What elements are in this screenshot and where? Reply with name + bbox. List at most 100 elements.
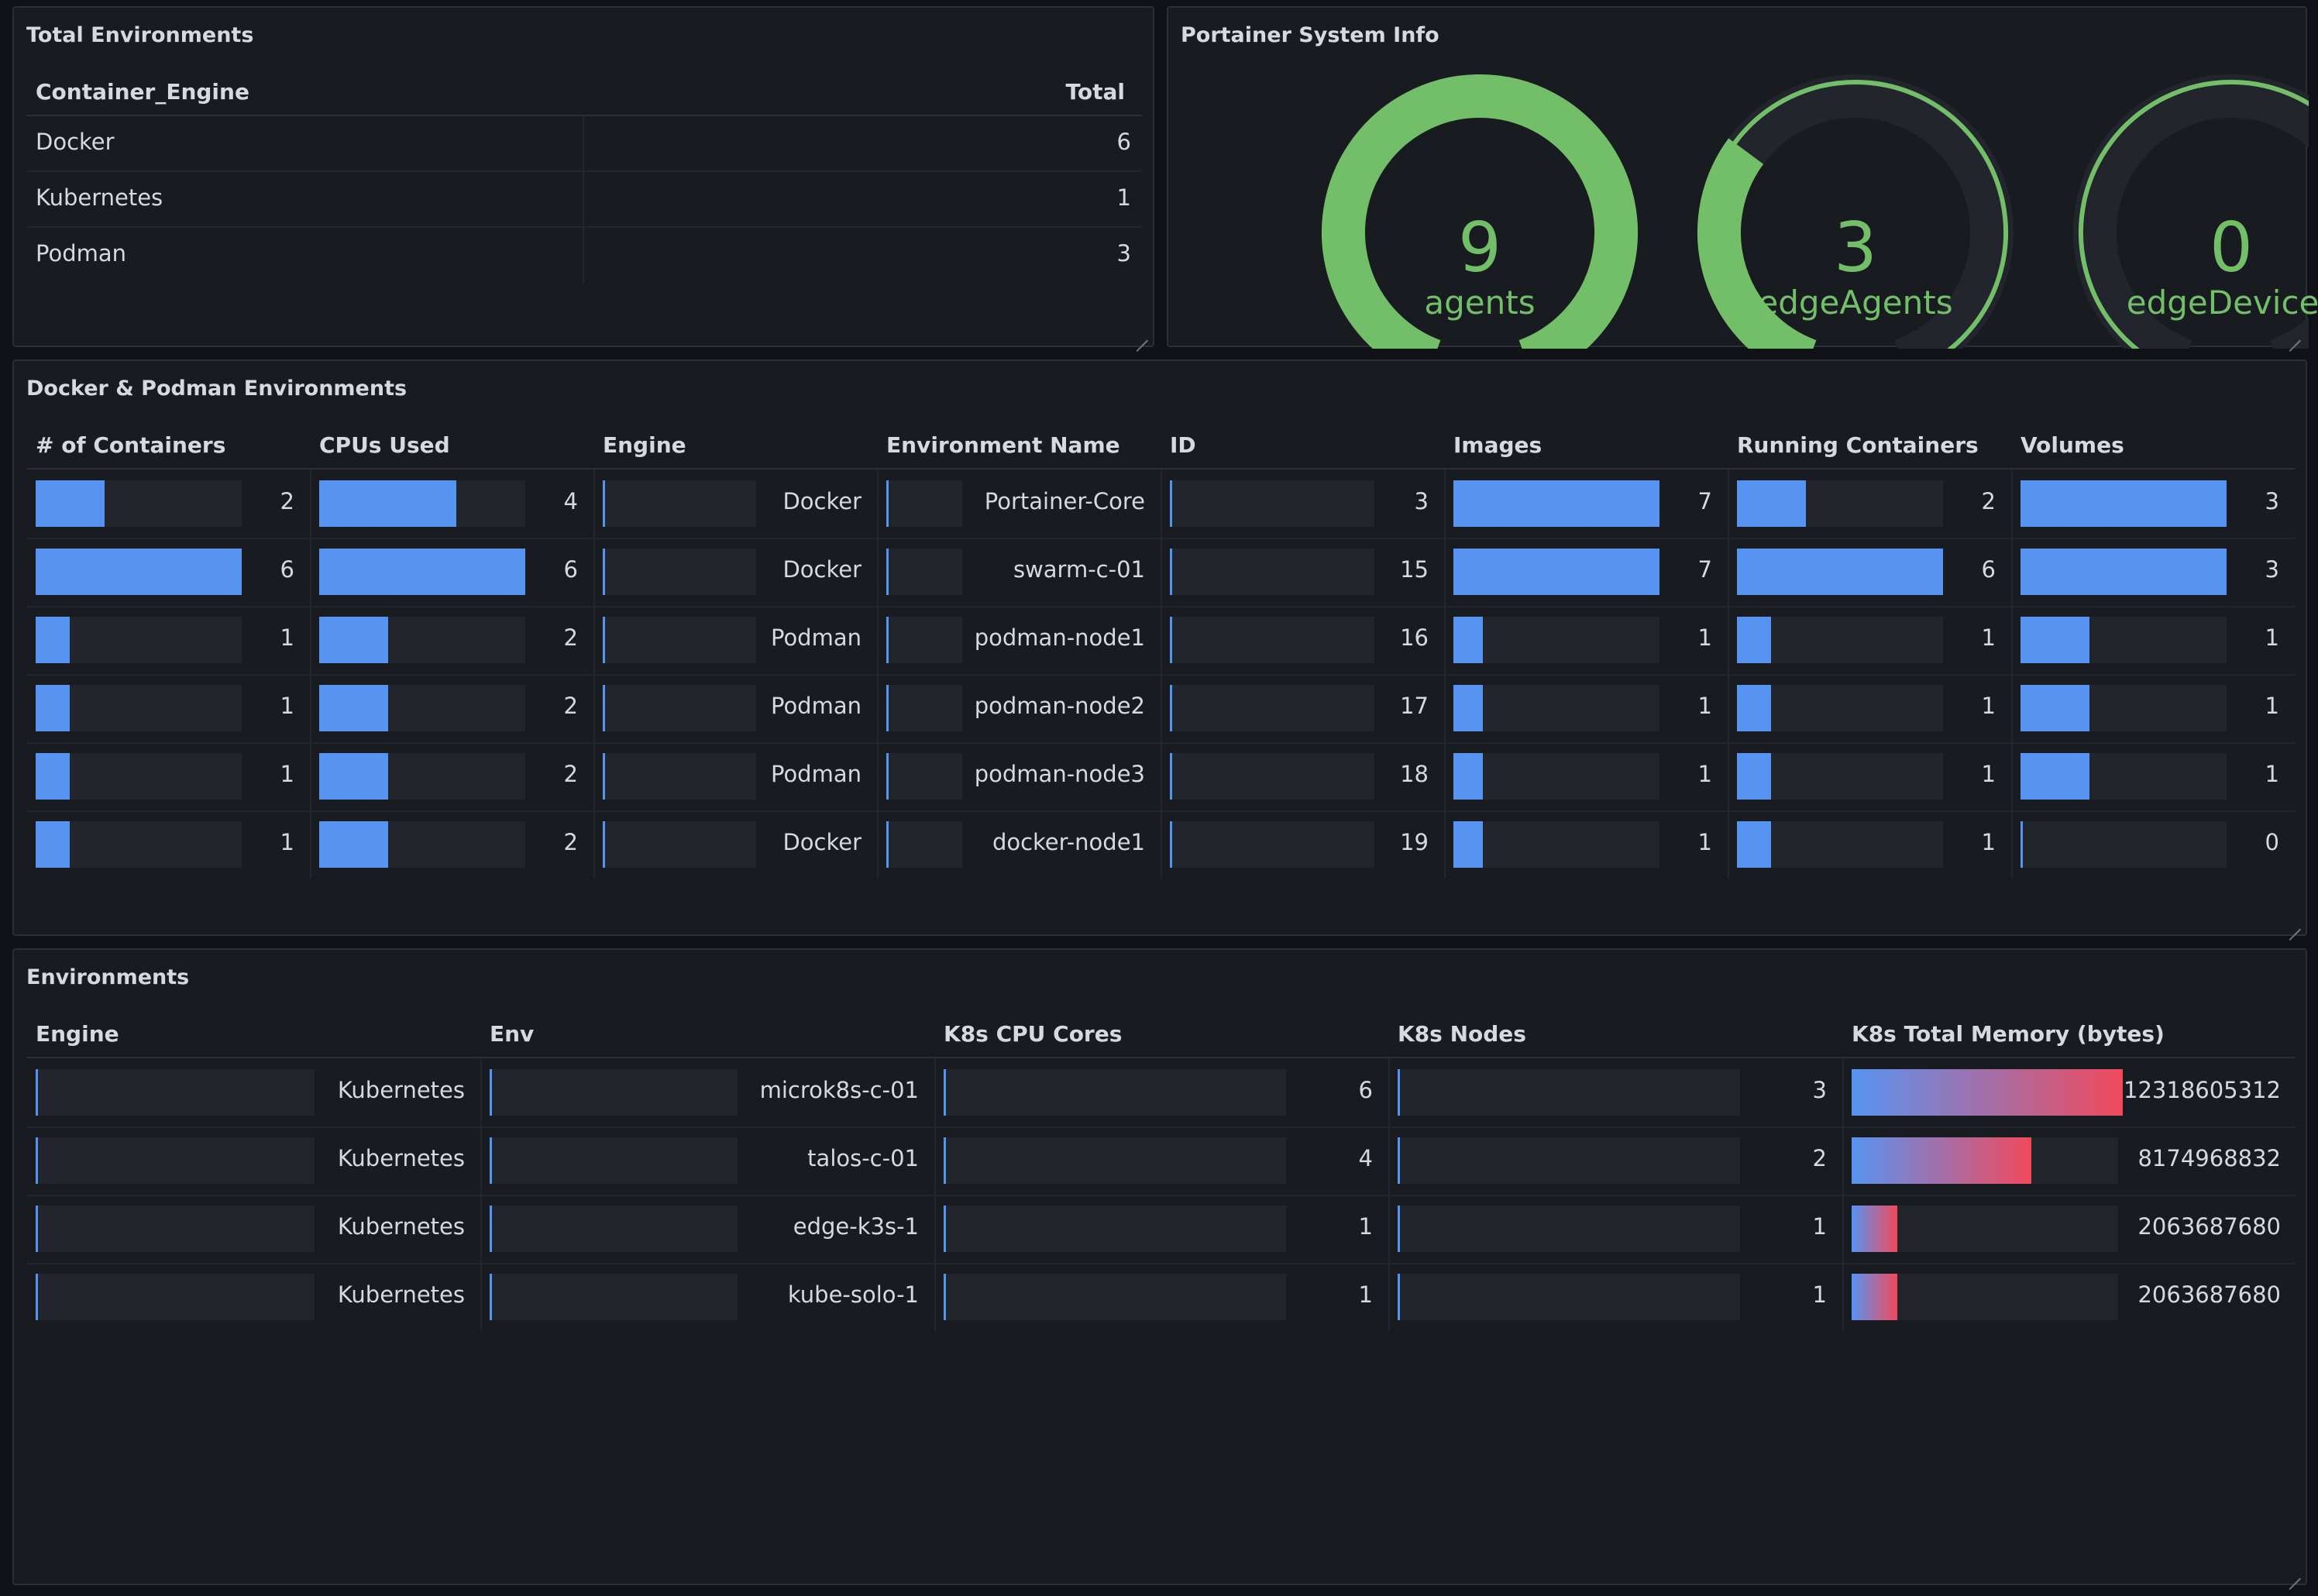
table-cell-cpus-used: 2 <box>563 761 578 787</box>
table-cell-images: 1 <box>1697 693 1712 719</box>
gauge-threshold-arc <box>1703 80 2008 349</box>
table-cell-volumes: 1 <box>2265 624 2279 651</box>
bar-fill <box>1852 1206 1897 1252</box>
panel-title: Environments <box>26 965 190 989</box>
bar-fill <box>1737 821 1772 868</box>
bar-track <box>36 1137 315 1184</box>
table-cell-images: 7 <box>1697 556 1712 583</box>
bar-fill <box>1852 1274 1897 1320</box>
table-cell-engine: Kubernetes <box>36 184 163 211</box>
column-header-k8s-cpu-cores[interactable]: K8s CPU Cores <box>944 1021 1123 1047</box>
column-header-container-engine[interactable]: Container_Engine <box>36 79 249 105</box>
table-cell-volumes: 0 <box>2265 829 2279 855</box>
bar-track <box>36 1069 315 1116</box>
column-header-images[interactable]: Images <box>1453 432 1542 458</box>
bar-marker <box>36 1206 38 1252</box>
bar-track <box>886 753 962 800</box>
bar-track <box>944 1274 1286 1320</box>
bar-marker <box>1170 685 1172 731</box>
table-cell-volumes: 1 <box>2265 761 2279 787</box>
bar-track <box>1170 549 1374 595</box>
column-header-cpus-used[interactable]: CPUs Used <box>319 432 450 458</box>
bar-track <box>1737 821 1943 868</box>
table-cell-running-containers: 2 <box>1981 488 1996 514</box>
bar-marker <box>1398 1069 1400 1116</box>
bar-marker <box>1398 1206 1400 1252</box>
bar-marker <box>886 753 889 800</box>
bar-fill <box>319 753 388 800</box>
gauge-threshold-arc <box>1327 80 1632 349</box>
table-cell-engine: Kubernetes <box>337 1145 465 1171</box>
table-cell-environment-name: swarm-c-01 <box>1013 556 1145 583</box>
portainer-system-info-panel: Portainer System Info 9 agents 3 edgeAge… <box>1167 6 2318 349</box>
table-cell-k8s-total-memory: 8174968832 <box>2137 1145 2281 1171</box>
bar-track <box>319 480 525 527</box>
column-header-engine[interactable]: Engine <box>603 432 686 458</box>
bar-track <box>1737 480 1943 527</box>
gauge-value-arc <box>1322 74 1638 349</box>
table-cell-env: edge-k3s-1 <box>793 1213 919 1240</box>
column-header-total[interactable]: Total <box>1065 79 1126 105</box>
table-cell-engine: Docker <box>782 556 862 583</box>
table-cell-cpus-used: 4 <box>563 488 578 514</box>
panel-resize-handle[interactable] <box>2289 1567 2301 1579</box>
gauge-chart <box>1322 74 2309 349</box>
table-cell-engine: Kubernetes <box>337 1077 465 1103</box>
bar-marker <box>603 685 605 731</box>
table-cell-containers: 6 <box>280 556 294 583</box>
panel-resize-handle[interactable] <box>1136 328 1148 341</box>
bar-fill <box>1852 1069 2123 1116</box>
gauge-value-agents: 9 <box>1458 208 1501 287</box>
bar-track <box>36 480 242 527</box>
table-cell-environment-name: podman-node2 <box>974 693 1145 719</box>
table-cell-engine: Docker <box>36 129 115 155</box>
gauge-label-edge-devices: edgeDevices <box>2126 284 2318 322</box>
panel-title: Portainer System Info <box>1181 23 1439 47</box>
bar-fill <box>2021 685 2089 731</box>
table-cell-k8s-cpu-cores: 1 <box>1358 1281 1373 1308</box>
bar-fill <box>2021 480 2227 527</box>
panel-resize-handle[interactable] <box>2289 328 2301 341</box>
gauge-threshold-arc <box>2079 80 2309 349</box>
bar-fill <box>1737 480 1806 527</box>
table-cell-containers: 2 <box>280 488 294 514</box>
column-header-running-containers[interactable]: Running Containers <box>1737 432 1979 458</box>
bar-track <box>1170 617 1374 663</box>
table-cell-total: 1 <box>1116 184 1131 211</box>
bar-fill <box>36 821 71 868</box>
gauge-value-arc <box>1697 138 1817 349</box>
column-header-env[interactable]: Env <box>490 1021 535 1047</box>
bar-marker <box>490 1206 492 1252</box>
bar-fill <box>319 821 388 868</box>
bar-marker <box>944 1137 946 1184</box>
bar-fill <box>36 617 71 663</box>
bar-track <box>1398 1206 1740 1252</box>
column-header-id[interactable]: ID <box>1170 432 1196 458</box>
column-header-k8s-nodes[interactable]: K8s Nodes <box>1398 1021 1526 1047</box>
bar-track <box>1170 753 1374 800</box>
table-cell-engine: Podman <box>770 693 862 719</box>
column-header-containers[interactable]: # of Containers <box>36 432 226 458</box>
bar-marker <box>1170 821 1172 868</box>
bar-marker <box>603 753 605 800</box>
bar-fill <box>1453 617 1483 663</box>
bar-fill <box>319 549 525 595</box>
bar-marker <box>2021 821 2023 868</box>
panel-title: Total Environments <box>26 23 254 47</box>
bar-track <box>490 1137 738 1184</box>
bar-track <box>319 821 525 868</box>
column-header-volumes[interactable]: Volumes <box>2021 432 2124 458</box>
bar-marker <box>944 1206 946 1252</box>
column-header-k8s-total-memory[interactable]: K8s Total Memory (bytes) <box>1852 1021 2165 1047</box>
gauge-track <box>2073 74 2309 349</box>
bar-marker <box>490 1274 492 1320</box>
bar-track <box>36 1206 315 1252</box>
panel-resize-handle[interactable] <box>2289 917 2301 930</box>
row-divider <box>26 1126 2295 1128</box>
table-cell-cpus-used: 6 <box>563 556 578 583</box>
column-header-engine[interactable]: Engine <box>36 1021 119 1047</box>
bar-fill <box>36 549 242 595</box>
bar-track <box>886 549 962 595</box>
column-header-environment-name[interactable]: Environment Name <box>886 432 1120 458</box>
table-cell-environment-name: Portainer-Core <box>984 488 1145 514</box>
